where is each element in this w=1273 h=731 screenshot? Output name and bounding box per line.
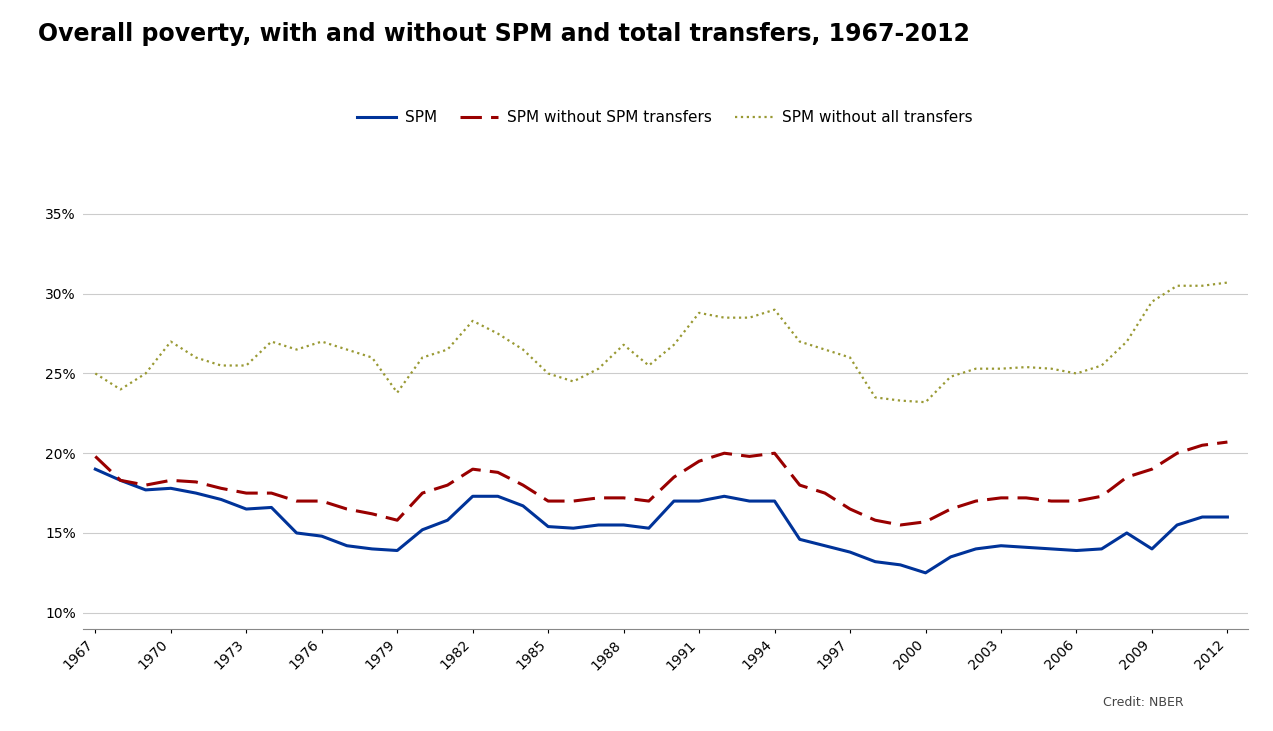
Text: Overall poverty, with and without SPM and total transfers, 1967-2012: Overall poverty, with and without SPM an… xyxy=(38,22,970,46)
Text: Credit: NBER: Credit: NBER xyxy=(1104,696,1184,709)
Legend: SPM, SPM without SPM transfers, SPM without all transfers: SPM, SPM without SPM transfers, SPM with… xyxy=(358,110,973,125)
